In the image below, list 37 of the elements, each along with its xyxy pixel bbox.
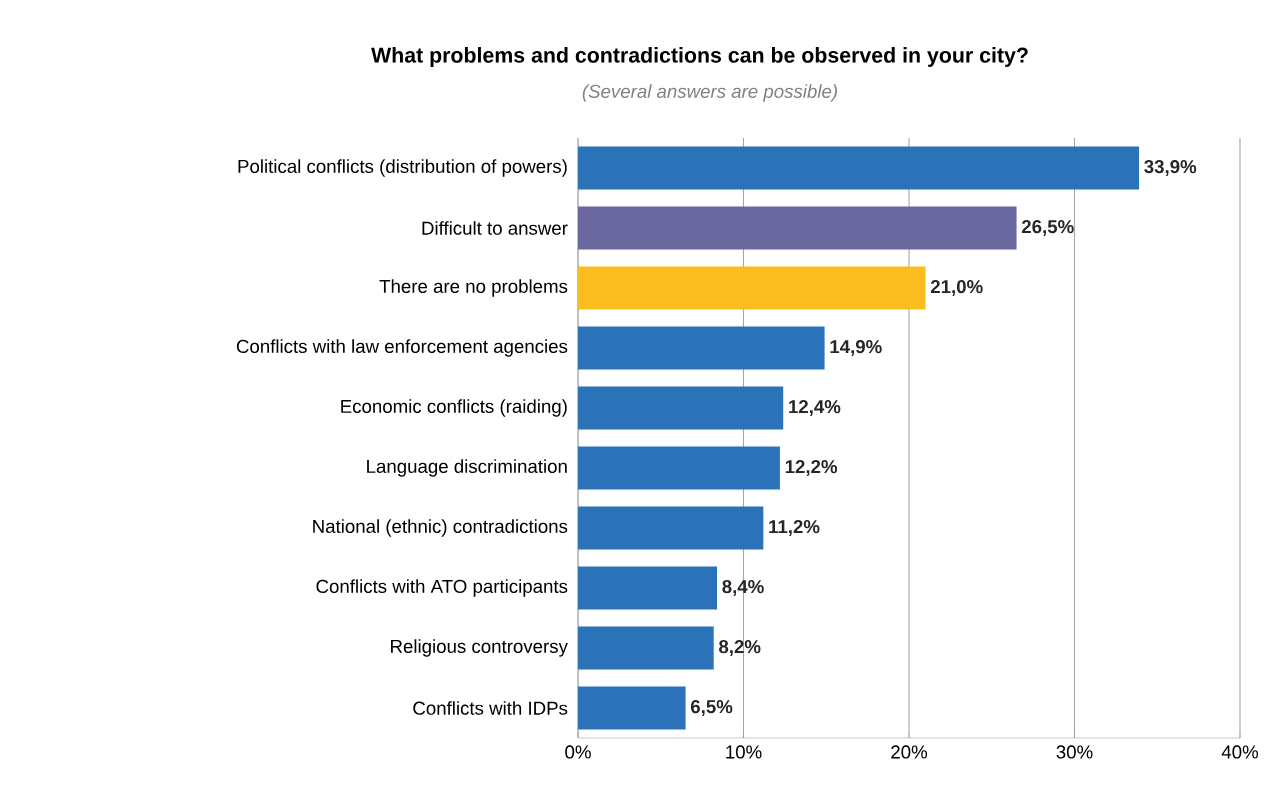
chart-title: What problems and contradictions can be observed in your city? — [371, 47, 1028, 67]
y-tick-label: Religious controversy — [391, 639, 568, 657]
y-tick-label: Economic conflicts (raiding) — [341, 399, 567, 417]
data-label: 14,9% — [830, 340, 882, 356]
data-label: 12,4% — [789, 400, 841, 416]
x-tick-label: 30% — [1056, 745, 1093, 759]
chart-subtitle: (Several answers are possible) — [582, 84, 837, 102]
data-label: 21,0% — [930, 280, 983, 296]
y-tick-label: There are no problems — [379, 279, 568, 297]
data-label: 11,2% — [769, 520, 820, 536]
data-label: 6,5% — [690, 700, 733, 716]
y-tick-label: Conflicts with ATO participants — [316, 579, 568, 597]
y-tick-label: Language discrimination — [367, 459, 567, 477]
data-label: 8,4% — [722, 580, 764, 596]
bar — [578, 266, 926, 310]
bar — [578, 146, 1140, 190]
x-tick-label: 10% — [726, 745, 762, 759]
x-tick-label: 20% — [891, 745, 928, 759]
bar — [578, 686, 686, 730]
bar — [578, 326, 825, 370]
data-label: 12,2% — [785, 460, 838, 476]
y-tick-label: Conflicts with law enforcement agencies — [236, 339, 568, 357]
y-tick-label: National (ethnic) contradictions — [313, 519, 568, 537]
x-tick-label: 0% — [565, 745, 591, 759]
bar — [578, 626, 714, 670]
bar — [578, 386, 784, 430]
y-tick-label: Conflicts with IDPs — [413, 701, 568, 715]
bar — [578, 506, 764, 550]
x-tick-label: 40% — [1221, 745, 1258, 759]
data-label: 33,9% — [1144, 160, 1197, 176]
y-tick-label: Difficult to answer — [422, 221, 568, 235]
data-label: 26,5% — [1021, 220, 1074, 236]
bar — [578, 566, 718, 610]
bar — [578, 446, 780, 490]
data-label: 8,2% — [719, 640, 761, 656]
bar — [578, 206, 1017, 250]
y-tick-label: Political conflicts (distribution of powers) — [238, 159, 567, 177]
